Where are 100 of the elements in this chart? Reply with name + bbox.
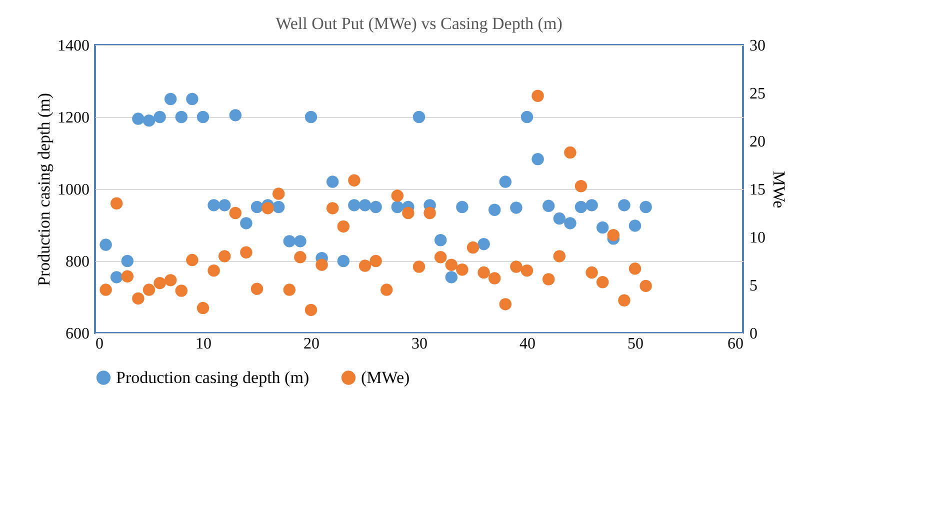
point [510, 260, 522, 273]
point [574, 200, 588, 214]
point [618, 199, 630, 212]
point [532, 153, 544, 166]
point [208, 199, 220, 212]
y2-tick-label: 30 [750, 38, 766, 54]
point [640, 200, 652, 214]
point [142, 114, 156, 127]
point [640, 280, 652, 292]
point [304, 110, 318, 124]
point [586, 199, 598, 212]
legend-label: Production casing depth (m) [116, 368, 310, 387]
point [229, 206, 242, 220]
point [142, 284, 156, 296]
x-tick-label: 30 [412, 336, 428, 352]
legend-label: (MWe) [361, 368, 410, 387]
x-tick-label: 10 [196, 336, 212, 352]
y-tick-label: 800 [66, 254, 90, 270]
point [532, 90, 544, 102]
point [272, 188, 285, 200]
point [229, 109, 242, 122]
point [358, 260, 372, 272]
point [100, 284, 112, 296]
point [445, 258, 458, 271]
point [466, 241, 480, 254]
y2-axis-title: MWe [770, 170, 788, 208]
y-tick-label: 1400 [58, 38, 90, 54]
point [586, 266, 598, 279]
point [391, 200, 404, 214]
point [262, 202, 274, 214]
point [154, 276, 166, 290]
y2-tick-label: 25 [750, 86, 766, 102]
point [294, 235, 306, 248]
point [283, 284, 296, 296]
x-tick-label: 40 [520, 336, 536, 352]
point [218, 250, 231, 262]
x-tick-label: 20 [304, 336, 320, 352]
point [121, 254, 134, 268]
point [596, 276, 609, 288]
point [488, 204, 501, 216]
point [520, 110, 534, 124]
point [283, 235, 296, 248]
point [326, 202, 339, 214]
point [499, 176, 512, 188]
point [186, 92, 198, 106]
point [110, 271, 123, 284]
point [628, 220, 642, 232]
point [478, 238, 490, 250]
y-tick-label: 1200 [58, 110, 90, 126]
point [218, 199, 231, 212]
point [164, 274, 177, 286]
y2-tick-label: 15 [750, 182, 766, 198]
point [370, 200, 382, 214]
point [391, 190, 404, 202]
point [100, 238, 112, 251]
y2-tick-label: 5 [750, 278, 758, 294]
y-axis-title: Production casing depth (m) [34, 92, 54, 286]
point [402, 206, 414, 220]
point [456, 200, 468, 214]
point [628, 262, 642, 275]
point [294, 251, 306, 264]
point [358, 199, 372, 212]
point [196, 302, 210, 314]
point [208, 264, 220, 277]
point [564, 146, 576, 159]
point [434, 234, 447, 246]
point [542, 200, 555, 212]
point [370, 254, 382, 268]
point [348, 174, 360, 186]
point [456, 264, 468, 276]
point [132, 112, 144, 125]
point [250, 200, 264, 214]
x-tick-label: 50 [628, 336, 644, 352]
point [520, 264, 534, 277]
point [175, 110, 188, 124]
point [337, 254, 350, 268]
point [553, 250, 566, 262]
point [607, 228, 620, 242]
point [412, 110, 426, 124]
point [478, 266, 490, 279]
point [510, 202, 522, 214]
point [121, 270, 134, 282]
point [618, 294, 630, 306]
y-tick-label: 1000 [58, 182, 90, 198]
point [574, 180, 588, 192]
point [316, 258, 328, 271]
chart-title: Well Out Put (MWe) vs Casing Depth (m) [276, 14, 562, 33]
point [175, 284, 188, 297]
y-tick-label: 600 [66, 326, 90, 342]
point [154, 110, 166, 124]
x-tick-label: 60 [728, 336, 744, 352]
point [240, 217, 252, 230]
point [196, 110, 210, 124]
point [434, 251, 447, 264]
point [164, 92, 177, 106]
point [596, 221, 609, 234]
point [110, 197, 123, 210]
y2-tick-label: 20 [750, 134, 766, 150]
point [272, 200, 285, 214]
point [240, 246, 252, 258]
